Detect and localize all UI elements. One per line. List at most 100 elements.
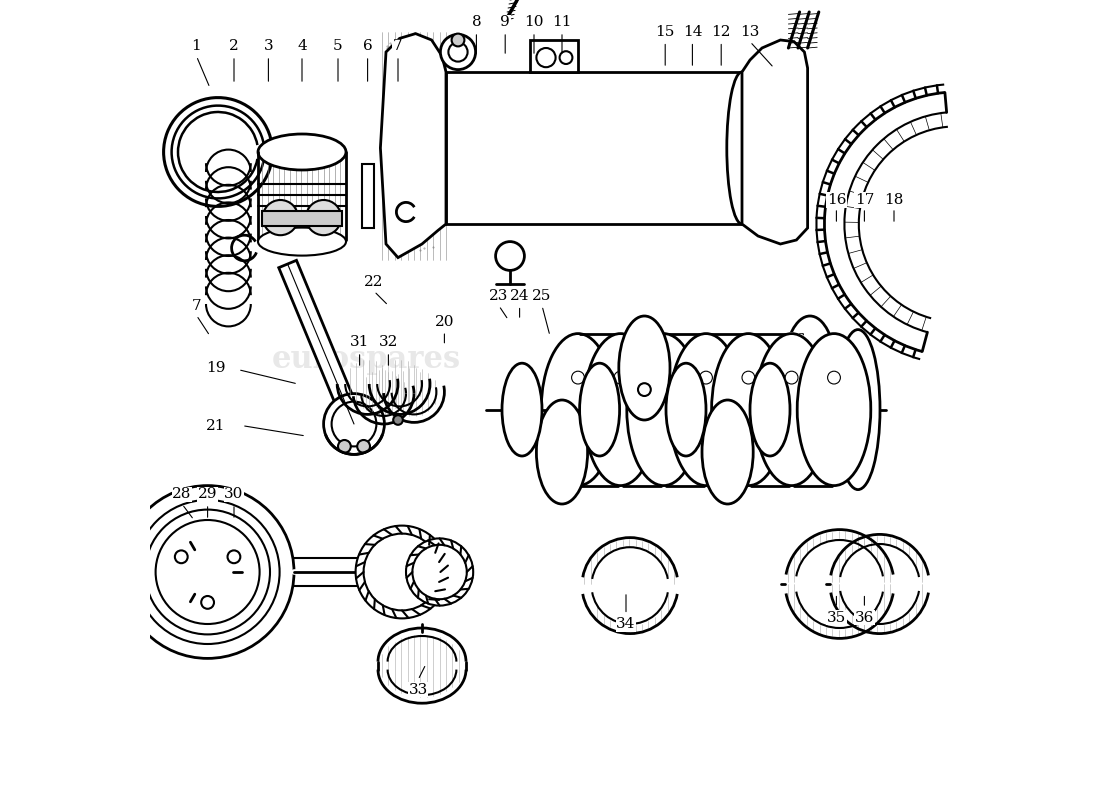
Text: 34: 34 <box>616 617 636 631</box>
Circle shape <box>228 550 240 563</box>
Circle shape <box>263 200 298 235</box>
Text: 1: 1 <box>191 39 201 54</box>
Text: 5: 5 <box>333 39 343 54</box>
Circle shape <box>135 500 279 644</box>
Circle shape <box>306 200 341 235</box>
Circle shape <box>572 371 584 384</box>
Ellipse shape <box>258 227 346 256</box>
Circle shape <box>452 34 464 46</box>
Text: 36: 36 <box>855 610 875 625</box>
Polygon shape <box>278 260 363 428</box>
Text: 26: 26 <box>786 333 806 347</box>
Ellipse shape <box>669 334 742 486</box>
Polygon shape <box>381 34 446 258</box>
Text: 23: 23 <box>490 289 508 303</box>
Circle shape <box>440 34 475 70</box>
Ellipse shape <box>826 363 866 456</box>
Ellipse shape <box>798 334 871 486</box>
Ellipse shape <box>755 334 828 486</box>
Circle shape <box>358 440 370 453</box>
Ellipse shape <box>502 363 542 456</box>
Bar <box>482 330 882 490</box>
Text: 17: 17 <box>855 193 875 207</box>
Circle shape <box>827 371 840 384</box>
Circle shape <box>184 548 232 596</box>
Circle shape <box>785 371 798 384</box>
Text: 7: 7 <box>191 298 201 313</box>
Ellipse shape <box>666 363 706 456</box>
Bar <box>446 72 742 224</box>
Text: 24: 24 <box>510 289 529 303</box>
Text: 28: 28 <box>173 487 191 502</box>
Circle shape <box>175 550 188 563</box>
Text: 10: 10 <box>525 15 543 30</box>
Ellipse shape <box>619 316 670 420</box>
Text: 31: 31 <box>350 335 370 350</box>
Circle shape <box>700 371 713 384</box>
Polygon shape <box>742 40 807 244</box>
Ellipse shape <box>541 334 615 486</box>
Ellipse shape <box>727 72 757 224</box>
Text: 25: 25 <box>532 289 552 303</box>
Text: 22: 22 <box>364 274 384 289</box>
Text: 35: 35 <box>827 610 846 625</box>
Text: 27: 27 <box>811 370 830 385</box>
Circle shape <box>145 510 270 634</box>
Circle shape <box>331 402 376 446</box>
Text: eurospares: eurospares <box>575 345 764 375</box>
Text: 12: 12 <box>712 25 730 39</box>
Circle shape <box>393 415 403 425</box>
Circle shape <box>355 526 449 618</box>
Text: 33: 33 <box>408 682 428 697</box>
Ellipse shape <box>836 330 880 490</box>
Circle shape <box>449 42 468 62</box>
Bar <box>262 211 342 226</box>
Text: 11: 11 <box>552 15 572 30</box>
Ellipse shape <box>702 400 754 504</box>
Circle shape <box>560 51 572 64</box>
Text: 6: 6 <box>363 39 373 54</box>
Circle shape <box>364 534 440 610</box>
Circle shape <box>742 371 755 384</box>
Ellipse shape <box>627 334 701 486</box>
Circle shape <box>412 545 466 599</box>
Ellipse shape <box>584 334 657 486</box>
Text: 16: 16 <box>827 193 846 207</box>
Circle shape <box>614 371 627 384</box>
Ellipse shape <box>580 363 619 456</box>
Text: 2: 2 <box>229 39 239 54</box>
Text: 8: 8 <box>472 15 481 30</box>
Text: 9: 9 <box>500 15 510 30</box>
Circle shape <box>172 536 243 608</box>
Circle shape <box>496 242 525 270</box>
Text: 3: 3 <box>264 39 273 54</box>
Circle shape <box>201 596 214 609</box>
Ellipse shape <box>537 400 587 504</box>
Text: 19: 19 <box>206 361 225 375</box>
Ellipse shape <box>784 316 836 420</box>
Text: 32: 32 <box>378 335 398 350</box>
Ellipse shape <box>712 334 785 486</box>
Text: 18: 18 <box>884 193 904 207</box>
Circle shape <box>121 486 294 658</box>
Circle shape <box>406 538 473 606</box>
Bar <box>530 40 578 72</box>
Text: 30: 30 <box>224 487 244 502</box>
Text: 14: 14 <box>683 25 702 39</box>
Text: 20: 20 <box>434 314 454 329</box>
Text: 15: 15 <box>656 25 675 39</box>
Text: eurospares: eurospares <box>272 345 461 375</box>
Bar <box>362 164 374 228</box>
Text: 21: 21 <box>206 418 225 433</box>
Circle shape <box>323 394 384 454</box>
Circle shape <box>537 48 556 67</box>
Ellipse shape <box>750 363 790 456</box>
Text: 7: 7 <box>393 39 403 54</box>
Circle shape <box>338 440 351 453</box>
Circle shape <box>155 520 260 624</box>
Text: 4: 4 <box>297 39 307 54</box>
Text: 29: 29 <box>198 487 218 502</box>
Ellipse shape <box>258 134 346 170</box>
Circle shape <box>638 383 651 396</box>
Text: 13: 13 <box>740 25 760 39</box>
